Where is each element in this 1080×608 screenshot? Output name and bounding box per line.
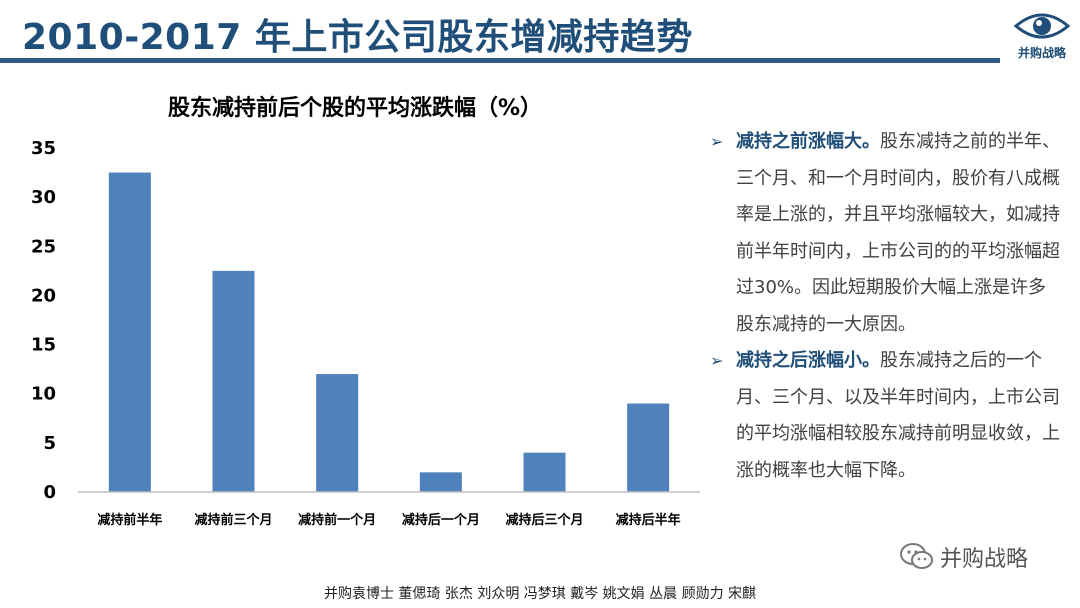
- y-tick-label: 10: [31, 384, 56, 405]
- page-title: 2010-2017 年上市公司股东增减持趋势: [22, 17, 693, 58]
- eye-logo-icon: [1013, 13, 1071, 39]
- chart-title: 股东减持前后个股的平均涨跌幅（%）: [167, 96, 543, 121]
- footer-authors: 并购袁博士 董偲琦 张杰 刘众明 冯梦琪 戴岑 姚文娟 丛晨 顾勋力 宋麒: [323, 586, 757, 602]
- wechat-icon: [900, 543, 933, 569]
- y-tick-label: 35: [31, 138, 56, 159]
- y-tick-label: 20: [31, 285, 56, 306]
- bullet-head-2: 减持之后涨幅小。: [736, 350, 880, 371]
- logo-text: 并购战略: [1017, 46, 1066, 60]
- title-divider: [0, 58, 1000, 63]
- x-category-label: 减持前三个月: [194, 512, 272, 528]
- bullet-item-1: ➢ 减持之前涨幅大。股东减持之前的半年、三个月、和一个月时间内，股价有八成概率是…: [708, 124, 1060, 343]
- bullet-head-1: 减持之前涨幅大。: [736, 131, 880, 152]
- logo: 并购战略: [1010, 6, 1074, 62]
- x-category-label: 减持后三个月: [505, 512, 583, 528]
- bar: [627, 403, 670, 492]
- bar: [108, 172, 151, 493]
- wechat-account-name: 并购战略: [940, 547, 1029, 572]
- bar: [212, 270, 255, 492]
- y-tick-label: 25: [31, 236, 56, 257]
- bar: [523, 452, 566, 492]
- bullet-body-2: 股东减持之后的一个月、三个月、以及半年时间内，上市公司的平均涨幅相较股东减持前明…: [736, 350, 1060, 481]
- bar-chart: 0 5 10 15 20 25 30 35 减持前半年 减持前三个月 减持前一个月 减持后一个月 减持…: [31, 138, 700, 528]
- x-category-label: 减持后半年: [616, 512, 681, 528]
- y-tick-label: 0: [43, 482, 56, 503]
- bar: [316, 374, 359, 492]
- arrow-bullet-icon: ➢: [710, 351, 724, 370]
- bar: [419, 472, 462, 492]
- arrow-bullet-icon: ➢: [710, 132, 724, 151]
- y-tick-label: 30: [31, 187, 56, 208]
- y-tick-label: 5: [43, 433, 56, 454]
- bullet-list: ➢ 减持之前涨幅大。股东减持之前的半年、三个月、和一个月时间内，股价有八成概率是…: [708, 124, 1060, 489]
- x-category-label: 减持后一个月: [402, 512, 480, 528]
- x-category-label: 减持前半年: [97, 512, 162, 528]
- bullet-body-1: 股东减持之前的半年、三个月、和一个月时间内，股价有八成概率是上涨的，并且平均涨幅…: [736, 131, 1060, 335]
- bullet-item-2: ➢ 减持之后涨幅小。股东减持之后的一个月、三个月、以及半年时间内，上市公司的平均…: [708, 343, 1060, 489]
- x-category-label: 减持前一个月: [298, 512, 376, 528]
- y-tick-label: 15: [31, 335, 56, 356]
- wechat-watermark: 并购战略: [900, 540, 1060, 574]
